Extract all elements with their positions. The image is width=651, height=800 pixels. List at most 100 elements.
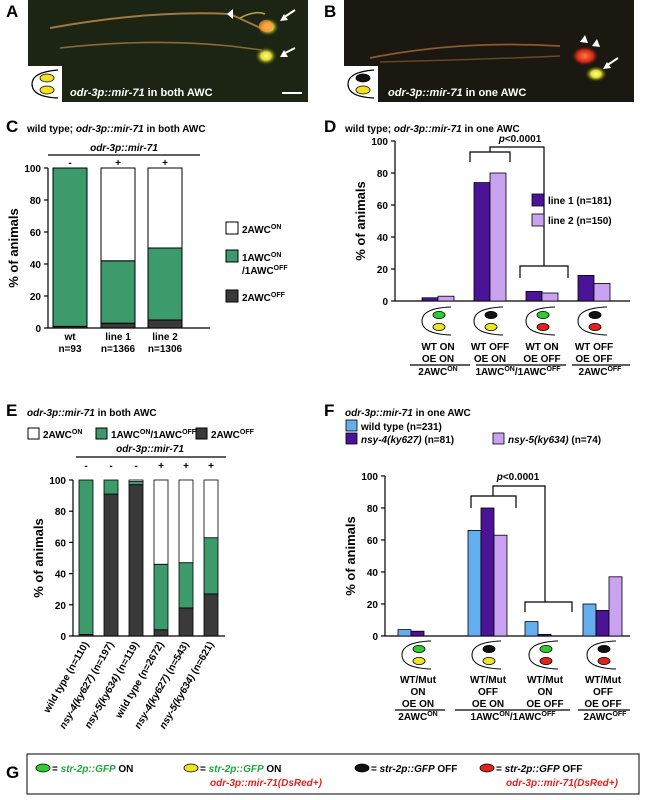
bar	[410, 630, 425, 637]
chart-E-header: odr-3p::mir-71	[116, 444, 184, 455]
chart-F-title: odr-3p::mir-71 in one AWC	[345, 408, 471, 419]
y-tick-label: 60	[367, 536, 379, 547]
genotype-sign: +	[208, 461, 214, 472]
class-label: 1AWCON/1AWCOFF	[475, 366, 561, 378]
bar	[437, 295, 455, 302]
arrowhead-icon	[592, 39, 600, 47]
green-cell-icon	[536, 310, 550, 319]
class-label: 2AWCOFF	[584, 711, 628, 723]
x-tick-label-line2: OE OFF	[575, 354, 612, 365]
chart-E-title: odr-3p::mir-71 in both AWC	[27, 408, 157, 419]
bar	[608, 576, 623, 637]
panel-letter-F: F	[324, 401, 334, 420]
bar-segment	[78, 479, 94, 635]
genotype-sign: -	[68, 158, 71, 169]
genotype-sign: +	[162, 158, 168, 169]
bar	[421, 297, 439, 302]
bar-segment	[100, 167, 136, 262]
legend-label: line 2 (n=150)	[548, 216, 612, 227]
arrow-icon	[280, 50, 288, 57]
legend-label-line2: /1AWCOFF	[242, 265, 288, 277]
micrograph-B-caption: odr-3p::mir-71 in one AWC	[388, 87, 526, 99]
x-tick-label-line2: ON	[411, 687, 426, 698]
legend-label: line 1 (n=181)	[548, 196, 612, 207]
y-tick-label: 40	[367, 568, 379, 579]
x-tick-label-line1: WT OFF	[575, 342, 613, 353]
yellow-cell-icon	[412, 657, 426, 666]
head-outline-icon	[525, 306, 556, 336]
head-outline-icon	[421, 306, 452, 336]
bar	[489, 172, 507, 302]
head-outline-icon	[577, 306, 608, 336]
legend-entry-transgene: odr-3p::mir-71(DsRed+)	[210, 778, 323, 789]
y-tick-label: 0	[60, 632, 66, 643]
legend-label: wild type (n=231)	[360, 422, 442, 433]
bar-segment	[52, 167, 88, 327]
x-tick-label-line1: WT/Mut	[527, 675, 564, 686]
x-tick-label-line1: WT/Mut	[585, 675, 622, 686]
y-tick-label: 0	[382, 297, 388, 308]
bar-segment	[100, 260, 136, 324]
panel-letter-D: D	[324, 117, 336, 136]
bar-segment	[203, 479, 219, 539]
legend-label: 2AWCON	[43, 429, 82, 441]
panel-letter-C: C	[6, 117, 18, 136]
panel-letter-G: G	[6, 763, 19, 782]
cell-diagram-icon	[347, 69, 375, 99]
cell-diagram-icon	[31, 69, 59, 99]
sample-size-label: n=1366	[101, 344, 136, 355]
y-tick-label: 0	[372, 632, 378, 643]
legend-label: 2AWCOFF	[242, 292, 286, 304]
x-tick-label: line 1	[105, 332, 131, 343]
legend-label: 1AWCON/1AWCOFF	[111, 429, 197, 441]
legend-swatch	[195, 427, 208, 440]
x-tick-label-line1: WT/Mut	[400, 675, 437, 686]
panel-letter-E: E	[6, 401, 17, 420]
scale-bar	[282, 92, 302, 94]
x-tick-label-line2: OE OFF	[523, 354, 560, 365]
legend-swatch	[345, 419, 358, 432]
red-cell-icon	[588, 322, 602, 331]
legend-entry: = str-2p::GFP ON	[52, 764, 133, 775]
y-tick-label: 60	[55, 538, 67, 549]
chart-D-title: wild type; odr-3p::mir-71 in one AWC	[344, 124, 520, 135]
panel-letter-A: A	[6, 2, 18, 21]
legend-label: nsy-4(ky627) (n=81)	[361, 435, 454, 446]
arrow-icon	[603, 62, 611, 69]
legend-swatch	[95, 427, 108, 440]
arrow-icon	[280, 14, 288, 21]
class-label: 1AWCON/1AWCOFF	[470, 711, 556, 723]
y-tick-label: 20	[30, 292, 42, 303]
y-axis-label: % of animals	[6, 208, 21, 287]
bar-segment	[178, 479, 194, 564]
legend-swatch	[225, 249, 239, 263]
significance-bracket	[524, 601, 573, 612]
genotype-sign: -	[109, 461, 112, 472]
legend-label: nsy-5(ky634) (n=74)	[508, 435, 601, 446]
y-tick-label: 60	[377, 201, 389, 212]
significance-bracket	[519, 265, 569, 278]
micrograph-A-caption: odr-3p::mir-71 in both AWC	[70, 87, 213, 99]
micrograph-A: odr-3p::mir-71 in both AWC	[28, 0, 308, 102]
class-label: 2AWCOFF	[579, 366, 623, 378]
legend-swatch	[531, 193, 545, 207]
y-tick-label: 20	[377, 265, 389, 276]
bar	[582, 603, 597, 637]
x-tick-label-line1: WT/Mut	[470, 675, 507, 686]
x-tick-label-line2: OFF	[478, 687, 498, 698]
x-tick-label-line1: WT ON	[421, 342, 454, 353]
genotype-sign: +	[158, 461, 164, 472]
x-tick-label-line2: ON	[538, 687, 553, 698]
bar-segment	[153, 479, 169, 565]
bar	[577, 274, 595, 302]
y-tick-label: 100	[361, 472, 378, 483]
legend-entry: = str-2p::GFP OFF	[371, 764, 457, 775]
red-cell-icon	[597, 657, 611, 666]
y-axis-label: % of animals	[31, 518, 46, 597]
p-value-annotation: p<0.0001	[496, 472, 540, 483]
y-tick-label: 80	[377, 169, 389, 180]
bar-segment	[103, 493, 119, 637]
red-cell-icon	[536, 322, 550, 331]
legend-entry: = str-2p::GFP ON	[200, 764, 281, 775]
x-tick-label-line3: OE OFF	[526, 699, 563, 710]
